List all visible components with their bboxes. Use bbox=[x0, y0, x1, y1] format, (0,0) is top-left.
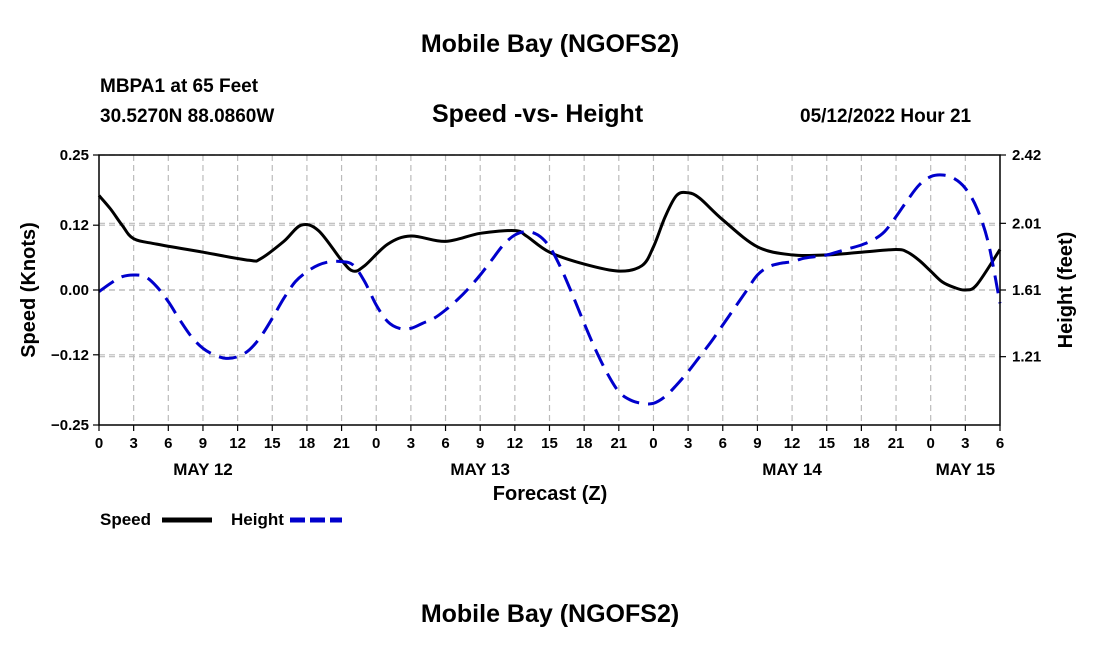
axes: 0 3 6 9 12 15 18 21 0 3 6 9 12 15 18 21 0 3 6 9 12 15 18 21 0 3 6 −… bbox=[51, 147, 1041, 479]
chart-title: Speed -vs- Height bbox=[432, 100, 644, 128]
page-title-top: Mobile Bay (NGOFS2) bbox=[420, 30, 680, 58]
series-lines bbox=[97, 173, 1002, 406]
x-tick-label: 6 bbox=[441, 435, 449, 452]
date-label: MAY 15 bbox=[936, 460, 996, 479]
x-tick-label: 9 bbox=[753, 435, 761, 452]
speed-height-chart: 0 3 6 9 12 15 18 21 0 3 6 9 12 15 18 21 0 3 6 9 12 15 18 21 0 3 6 −… bbox=[18, 147, 1077, 529]
x-tick-label: 12 bbox=[229, 435, 246, 452]
x-tick-label: 18 bbox=[853, 435, 870, 452]
x-tick-label: 9 bbox=[476, 435, 484, 452]
x-tick-label: 0 bbox=[372, 435, 380, 452]
page-title-bottom: Mobile Bay (NGOFS2) bbox=[420, 600, 680, 628]
station-coordinates: 30.5270N 88.0860W bbox=[100, 106, 275, 127]
x-tick-label: 0 bbox=[927, 435, 935, 452]
y-right-tick-label: 2.42 bbox=[1012, 147, 1041, 164]
forecast-datetime: 05/12/2022 Hour 21 bbox=[800, 106, 972, 127]
station-name: MBPA1 at 65 Feet bbox=[100, 76, 259, 97]
x-tick-label: 15 bbox=[818, 435, 835, 452]
x-tick-label: 6 bbox=[719, 435, 727, 452]
y-left-tick-label: −0.12 bbox=[51, 347, 89, 364]
x-tick-label: 21 bbox=[333, 435, 350, 452]
x-tick-label: 9 bbox=[199, 435, 207, 452]
date-label: MAY 14 bbox=[762, 460, 822, 479]
x-tick-label: 0 bbox=[649, 435, 657, 452]
x-axis-label: Forecast (Z) bbox=[493, 483, 607, 505]
x-tick-label: 12 bbox=[507, 435, 524, 452]
date-label: MAY 13 bbox=[450, 460, 510, 479]
x-tick-label: 15 bbox=[264, 435, 281, 452]
legend: Speed Height bbox=[100, 510, 342, 529]
x-tick-label: 3 bbox=[961, 435, 969, 452]
x-tick-label: 21 bbox=[888, 435, 905, 452]
x-tick-label: 18 bbox=[299, 435, 316, 452]
x-tick-label: 6 bbox=[164, 435, 172, 452]
x-tick-label: 6 bbox=[996, 435, 1004, 452]
series-line-height bbox=[98, 173, 1002, 406]
y-left-tick-label: 0.12 bbox=[60, 217, 89, 234]
legend-label-height: Height bbox=[231, 510, 284, 529]
y-left-tick-label: 0.25 bbox=[60, 147, 89, 164]
x-tick-label: 3 bbox=[407, 435, 415, 452]
series-line-speed bbox=[97, 190, 1002, 292]
x-tick-label: 0 bbox=[95, 435, 103, 452]
y-right-tick-label: 2.01 bbox=[1012, 215, 1041, 232]
legend-label-speed: Speed bbox=[100, 510, 151, 529]
y-axis-left-label: Speed (Knots) bbox=[18, 222, 40, 358]
x-tick-label: 3 bbox=[129, 435, 137, 452]
y-left-tick-label: 0.00 bbox=[60, 282, 89, 299]
x-tick-label: 12 bbox=[784, 435, 801, 452]
x-tick-label: 18 bbox=[576, 435, 593, 452]
x-tick-label: 15 bbox=[541, 435, 558, 452]
y-axis-right-label: Height (feet) bbox=[1055, 232, 1077, 349]
y-right-tick-label: 1.61 bbox=[1012, 282, 1041, 299]
y-left-tick-label: −0.25 bbox=[51, 417, 89, 434]
y-right-tick-label: 1.21 bbox=[1012, 349, 1041, 366]
date-label: MAY 12 bbox=[173, 460, 233, 479]
x-tick-label: 21 bbox=[610, 435, 627, 452]
x-tick-label: 3 bbox=[684, 435, 692, 452]
grid bbox=[99, 154, 1000, 425]
